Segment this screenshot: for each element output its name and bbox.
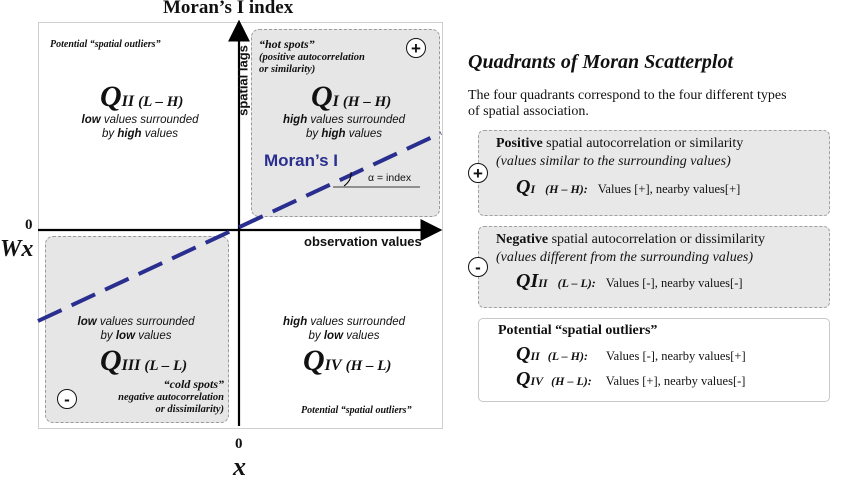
moran-line-label: Moran’s I	[264, 151, 338, 170]
q3-panel	[45, 236, 229, 423]
moran-regression-line	[37, 131, 442, 323]
y-origin-label: 0	[25, 217, 33, 233]
q2-description: low values surrounded by high values	[81, 114, 199, 140]
q2-caption: Potential “spatial outliers”	[50, 39, 161, 50]
q3-description: low values surrounded by low values	[77, 316, 195, 342]
legend-heading: Quadrants of Moran Scatterplot	[468, 51, 734, 73]
q1-label: QI (H – H)	[311, 80, 392, 113]
q1-panel	[251, 29, 440, 217]
positive-row: QI (H – H): Values [+], nearby values[+]	[516, 176, 741, 198]
negative-row: QIII (L – L): Values [-], nearby values[…	[516, 270, 743, 292]
q1-description: high values surrounded by high values	[282, 114, 406, 140]
plus-icon: +	[406, 38, 426, 58]
x-origin-label: 0	[235, 436, 243, 452]
outliers-row-2: QIV (H – L): Values [+], nearby values[-…	[516, 368, 746, 390]
positive-italic: (values similar to the surrounding value…	[496, 154, 731, 169]
positive-heading: Positive spatial autocorrelation or simi…	[496, 136, 744, 151]
q4-label: QIV (H – L)	[303, 344, 392, 377]
negative-minus-icon: -	[468, 257, 488, 277]
alpha-arc	[343, 171, 352, 187]
q4-caption: Potential “spatial outliers”	[301, 405, 412, 416]
minus-icon: -	[57, 389, 77, 409]
negative-panel	[478, 226, 830, 308]
x-axis-label: observation values	[304, 234, 422, 249]
negative-heading: Negative spatial autocorrelation or diss…	[496, 232, 766, 247]
positive-plus-icon: +	[468, 163, 488, 183]
outliers-row-1: QII (L – H): Values [-], nearby values[+…	[516, 343, 746, 365]
diagram-title: Moran’s I index	[163, 0, 294, 18]
y-axis-label: spatial lags	[235, 45, 251, 116]
q1-tag: “hot spots” (positive autocorrelation or…	[259, 37, 365, 75]
q2-label: QII (L – H)	[100, 80, 184, 113]
negative-italic: (values different from the surrounding v…	[496, 250, 754, 265]
alpha-label: α = index	[368, 172, 412, 184]
outliers-title: Potential “spatial outliers”	[498, 323, 658, 338]
wx-label: Wx	[0, 236, 34, 262]
q4-description: high values surrounded by low values	[282, 316, 406, 342]
positive-panel	[478, 130, 830, 216]
q3-label: QIII (L – L)	[100, 344, 188, 377]
legend-intro: The four quadrants correspond to the fou…	[468, 88, 787, 119]
x-label: x	[233, 452, 246, 481]
outliers-panel	[478, 318, 830, 402]
q3-tag: “cold spots” negative autocorrelation or…	[118, 377, 224, 415]
